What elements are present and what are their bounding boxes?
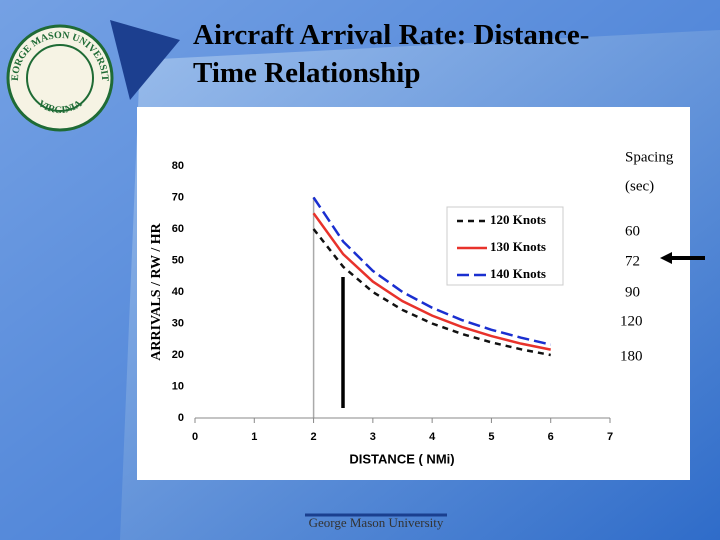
spacing-label: 120 <box>620 313 643 329</box>
decor <box>110 20 180 100</box>
legend-label: 120 Knots <box>490 212 546 227</box>
arrow <box>660 252 705 264</box>
y-tick-label: 0 <box>178 412 184 424</box>
logo-text: VIRGINIA <box>36 98 85 116</box>
y-tick-label: 20 <box>172 349 184 361</box>
legend-label: 140 Knots <box>490 266 546 281</box>
y-tick-label: 50 <box>172 254 184 266</box>
footer: George Mason University <box>309 515 444 530</box>
slide-title: Aircraft Arrival Rate: Distance-Time Rel… <box>193 19 590 89</box>
x-tick-label: 7 <box>607 431 613 443</box>
legend-box <box>446 206 564 286</box>
x-tick-label: 5 <box>488 431 494 443</box>
spacing-label: 72 <box>625 253 640 269</box>
x-tick-label: 4 <box>429 431 436 443</box>
legend-label: 130 Knots <box>490 239 546 254</box>
spacing-header: Spacing <box>625 149 674 165</box>
x-tick-label: 2 <box>311 431 317 443</box>
y-tick-label: 30 <box>172 317 184 329</box>
spacing-label: 60 <box>625 223 640 239</box>
spacing-label: 90 <box>625 284 640 300</box>
x-tick-label: 1 <box>251 431 257 443</box>
y-tick-label: 40 <box>172 286 184 298</box>
y-tick-label: 70 <box>172 191 184 203</box>
y-axis-label: ARRIVALS / RW / HR <box>149 222 164 360</box>
series-line <box>312 212 551 351</box>
x-tick-label: 6 <box>548 431 554 443</box>
spacing-header: (sec) <box>625 178 654 194</box>
x-tick-label: 3 <box>370 431 376 443</box>
logo-text: VIRGINIA <box>36 98 85 116</box>
series-line <box>312 196 551 346</box>
y-tick-label: 10 <box>172 380 184 392</box>
spacing-label: 180 <box>620 348 643 364</box>
series-line <box>312 228 551 357</box>
x-axis-label: DISTANCE ( NMi) <box>349 451 454 466</box>
x-tick-label: 0 <box>192 431 198 443</box>
y-tick-label: 60 <box>172 223 184 235</box>
chart-panel <box>137 107 690 480</box>
y-tick-label: 80 <box>172 160 184 172</box>
